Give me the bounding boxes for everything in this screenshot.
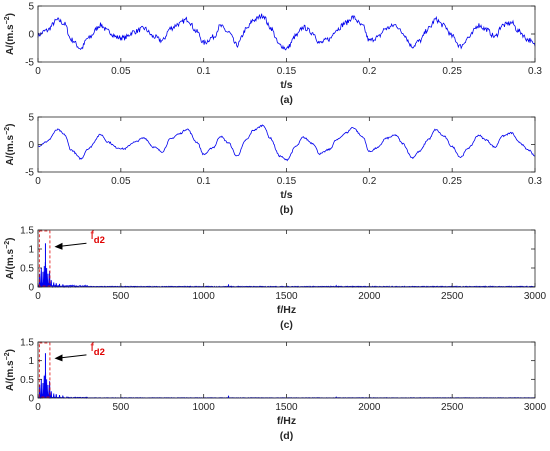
chart-panel-3: 0 500 1000 1500 2000 2500 3000 0 0.5 1 1.5 f/Hz (c) A… [4, 226, 547, 332]
x-tick-label: 0.1 [197, 66, 211, 77]
chart-panel-2: 0 0.05 0.1 0.15 0.2 0.25 0.3-505t/s(b)A/(m.s−2… [4, 113, 542, 217]
chart-panel-1: 0 0.05 0.1 0.15 0.2 0.25 0.3-505t/s(a)A/(m.s−2… [4, 2, 542, 107]
x-tick-label: 3000 [524, 402, 547, 413]
x-tick-label: 0.15 [277, 176, 297, 187]
y-tick-label: 5 [28, 2, 34, 13]
y-tick-label: 0 [28, 140, 34, 151]
axes-box [37, 5, 536, 63]
annotation-label: fd2 [90, 340, 104, 358]
x-tick-label: 1000 [193, 291, 216, 302]
x-tick-label: 0.2 [362, 176, 376, 187]
y-axis-label: A/(m.s−2) [4, 238, 16, 280]
y-tick-label: -5 [25, 168, 34, 179]
x-tick-label: 0.25 [442, 176, 462, 187]
x-tick-label: 1500 [275, 402, 298, 413]
y-tick-label: 1.5 [20, 338, 34, 349]
panel-label: (b) [280, 204, 293, 216]
highlight-box [38, 342, 51, 398]
x-tick-label: 2500 [441, 291, 464, 302]
y-axis-label: A/(m.s−2) [4, 349, 16, 391]
y-tick-label: 5 [28, 113, 34, 124]
x-tick-label: 0 [35, 66, 41, 77]
y-tick-label: 1 [28, 245, 34, 256]
x-axis-label: f/Hz [277, 304, 296, 316]
chart-panel-4: 0 500 1000 1500 2000 2500 3000 0 0.5 1 1.5 f/Hz (d) A… [4, 338, 547, 443]
y-tick-label: 0.5 [20, 375, 34, 386]
x-tick-label: 0.1 [197, 176, 211, 187]
annotation-arrow-head [54, 242, 63, 250]
x-tick-label: 2000 [358, 291, 381, 302]
x-tick-label: 1000 [193, 402, 216, 413]
series-line [37, 13, 536, 51]
annotation-label: fd2 [90, 228, 104, 246]
x-axis-label: t/s [280, 79, 292, 91]
x-tick-label: 500 [112, 291, 129, 302]
x-tick-label: 0 [35, 402, 41, 413]
y-axis-label: A/(m.s−2) [4, 124, 16, 166]
x-tick-label: 3000 [524, 291, 547, 302]
x-tick-label: 0.15 [277, 66, 297, 77]
y-tick-label: 1.5 [20, 226, 34, 237]
x-tick-label: 0.3 [528, 176, 542, 187]
x-tick-label: 0.3 [528, 66, 542, 77]
annotation-arrow-shaft [60, 242, 87, 247]
x-tick-label: 0.25 [442, 66, 462, 77]
y-tick-label: 0.5 [20, 264, 34, 275]
y-tick-label: -5 [25, 58, 34, 69]
panel-label: (c) [280, 319, 293, 331]
x-tick-label: 1500 [275, 291, 298, 302]
y-tick-label: 0 [28, 283, 34, 294]
x-tick-label: 500 [112, 402, 129, 413]
x-tick-label: 2000 [358, 402, 381, 413]
x-tick-label: 2500 [441, 402, 464, 413]
y-tick-label: 1 [28, 356, 34, 367]
y-axis-label: A/(m.s−2) [4, 13, 16, 55]
x-tick-label: 0.05 [111, 176, 131, 187]
highlight-box [38, 230, 51, 287]
panel-label: (a) [280, 94, 293, 106]
series-line [37, 124, 536, 162]
x-axis-label: f/Hz [277, 415, 296, 427]
x-axis-label: t/s [280, 189, 292, 201]
annotation-arrow-head [54, 354, 63, 362]
y-tick-label: 0 [28, 30, 34, 41]
axes-box [37, 229, 536, 288]
x-tick-label: 0.05 [111, 66, 131, 77]
y-tick-label: 0 [28, 394, 34, 405]
x-tick-label: 0.2 [362, 66, 376, 77]
x-tick-label: 0 [35, 291, 41, 302]
panel-label: (d) [280, 430, 293, 442]
annotation-arrow-shaft [60, 354, 87, 359]
axes-box [37, 341, 536, 399]
x-tick-label: 0 [35, 176, 41, 187]
